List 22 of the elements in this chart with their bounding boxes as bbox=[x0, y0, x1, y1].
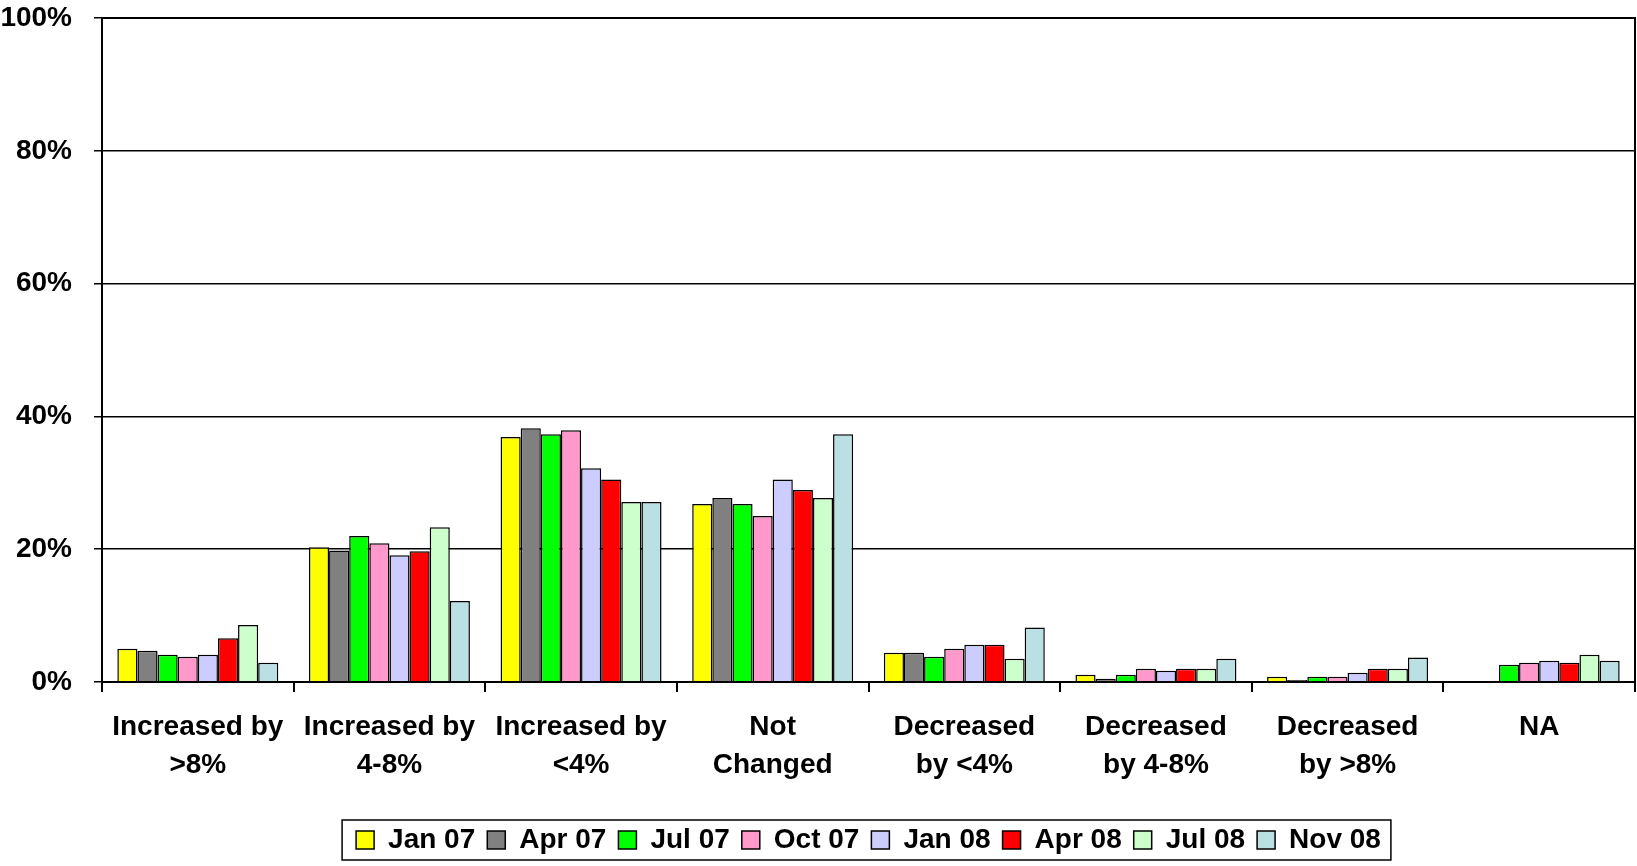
y-tick-label: 100% bbox=[0, 0, 73, 32]
legend-label: Apr 07 bbox=[519, 822, 607, 854]
y-tick-label: 60% bbox=[15, 266, 73, 298]
legend-label: Jul 07 bbox=[650, 822, 730, 854]
legend-label: Oct 07 bbox=[773, 822, 860, 854]
y-tick-label: 20% bbox=[15, 531, 73, 563]
legend-label: Jul 08 bbox=[1165, 822, 1246, 854]
y-tick-label: 0% bbox=[31, 664, 73, 696]
y-tick-label: 40% bbox=[15, 399, 73, 431]
x-tick-label: Increased by >8% bbox=[112, 709, 284, 779]
x-tick-label: Not Changed bbox=[712, 709, 833, 779]
y-tick-label: 80% bbox=[15, 133, 73, 165]
x-tick-label: Decreased by <4% bbox=[893, 709, 1036, 779]
x-tick-label: Decreased by >8% bbox=[1276, 709, 1419, 779]
legend-label: Jan 07 bbox=[388, 822, 476, 854]
x-tick-label: Decreased by 4-8% bbox=[1085, 709, 1227, 779]
x-tick-label: Increased by 4-8% bbox=[303, 709, 476, 779]
legend-label: Apr 08 bbox=[1034, 822, 1122, 854]
legend-label: Jan 08 bbox=[903, 822, 991, 854]
x-tick-label: Increased by <4% bbox=[495, 709, 668, 779]
x-tick-label: NA bbox=[1518, 709, 1560, 741]
legend-label: Nov 08 bbox=[1289, 822, 1381, 854]
